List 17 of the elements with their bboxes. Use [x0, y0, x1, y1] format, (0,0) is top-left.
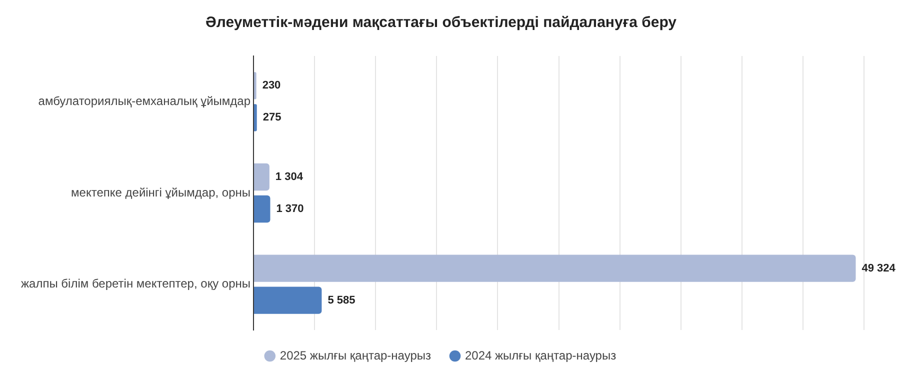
- data-label: 230: [262, 80, 281, 92]
- legend-label: 2025 жылғы қаңтар-наурыз: [280, 348, 432, 362]
- data-label: 1 304: [275, 171, 304, 184]
- bar: [254, 286, 322, 314]
- bar: [254, 254, 856, 282]
- data-label: 1 370: [276, 203, 304, 216]
- y-tick-label: амбулаториялық-емханалық ұйымдар: [38, 94, 251, 108]
- chart-title: Әлеуметтік-мәдени мақсаттағы объектілерді пайдалануға беру: [205, 14, 678, 32]
- data-label: 5 585: [328, 294, 356, 306]
- y-tick-label: мектепке дейінгі ұйымдар, орны: [71, 185, 251, 200]
- y-tick-label: жалпы білім беретін мектептер, оқу орны: [20, 276, 251, 291]
- data-label: 275: [262, 112, 282, 124]
- data-label: 49 324: [862, 262, 896, 274]
- bar: [254, 195, 270, 223]
- legend-label: 2024 жылғы қаңтар-наурыз: [465, 348, 617, 362]
- bar: [254, 104, 257, 132]
- bar: [254, 163, 270, 191]
